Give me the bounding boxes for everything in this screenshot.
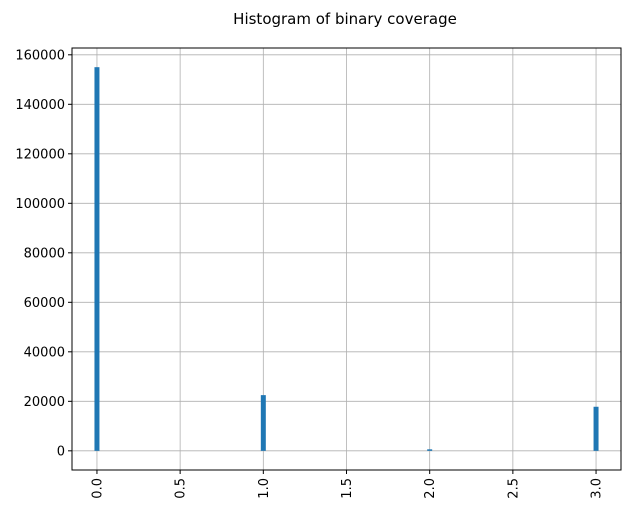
x-axis-ticks: 0.0 0.5 1.0 1.5 2.0 2.5 3.0 bbox=[90, 470, 605, 499]
y-tick-label: 40000 bbox=[24, 345, 65, 360]
x-tick-label: 0.0 bbox=[90, 478, 105, 499]
bars bbox=[94, 67, 599, 451]
grid-lines bbox=[72, 48, 621, 470]
x-tick-label: 1.5 bbox=[340, 478, 355, 499]
y-tick-label: 80000 bbox=[24, 246, 65, 261]
y-tick-label: 140000 bbox=[15, 98, 65, 113]
y-axis-ticks: 0 20000 40000 60000 80000 100000 120000 140000 1… bbox=[15, 48, 72, 459]
x-tick-label: 0.5 bbox=[174, 478, 189, 499]
y-tick-label: 60000 bbox=[24, 296, 65, 311]
x-tick-label: 2.5 bbox=[506, 478, 521, 499]
x-tick-label: 2.0 bbox=[423, 478, 438, 499]
histogram-bar bbox=[593, 406, 599, 451]
y-tick-label: 120000 bbox=[15, 147, 65, 162]
y-tick-label: 100000 bbox=[15, 197, 65, 212]
y-tick-label: 20000 bbox=[24, 395, 65, 410]
x-tick-label: 1.0 bbox=[257, 478, 272, 499]
histogram-bar bbox=[260, 395, 266, 451]
y-tick-label: 160000 bbox=[15, 48, 65, 63]
chart-title: Histogram of binary coverage bbox=[233, 10, 457, 28]
histogram-bar bbox=[427, 449, 433, 451]
y-tick-label: 0 bbox=[57, 444, 65, 459]
histogram-bar bbox=[94, 67, 100, 451]
x-tick-label: 3.0 bbox=[590, 478, 605, 499]
